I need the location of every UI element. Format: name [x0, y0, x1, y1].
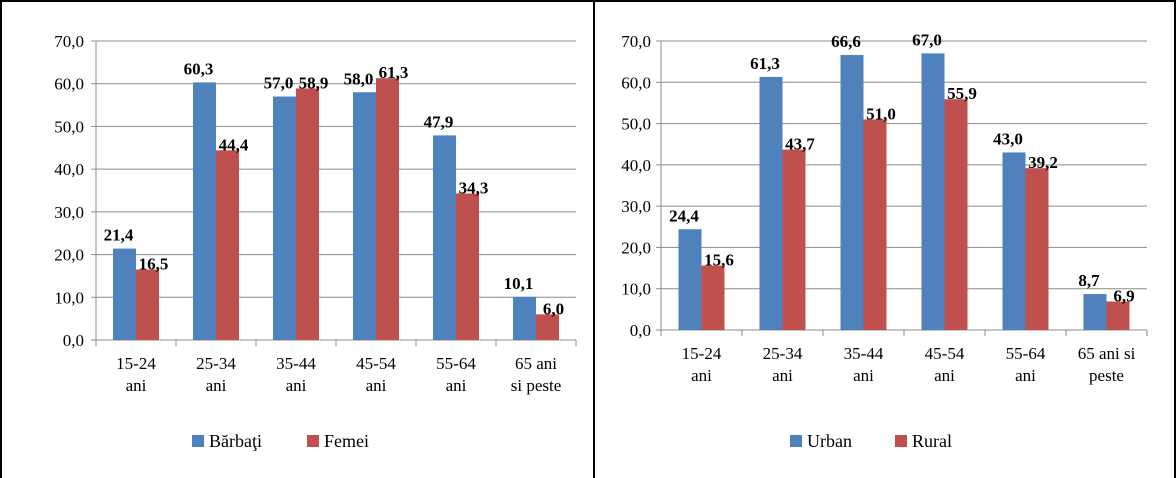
data-label: 8,7: [1078, 271, 1100, 290]
frame-right-border: [1174, 0, 1176, 478]
bar-rural: [1025, 168, 1049, 330]
bar-rural: [944, 99, 968, 330]
bar-brbai: [433, 135, 456, 340]
y-tick-label: 0,0: [630, 321, 651, 340]
bar-urban: [921, 53, 945, 331]
panel-divider: [593, 0, 595, 478]
x-category-label: 25-34 ani: [196, 354, 236, 395]
data-label: 55,9: [947, 84, 977, 103]
y-tick-label: 20,0: [54, 246, 84, 265]
data-label: 39,2: [1028, 153, 1058, 172]
x-category-label: 35-44 ani: [844, 344, 884, 385]
legend-swatch: [790, 435, 802, 447]
y-tick-label: 60,0: [54, 75, 84, 94]
chart-men-women: 0,0 10,0 20,0 30,0 40,0 50,0 60,0 70,0 15-24 ani 2…: [54, 32, 577, 451]
bar-brbai: [273, 96, 296, 341]
bar-urban: [1002, 152, 1026, 330]
y-tick-label: 30,0: [621, 197, 651, 216]
data-label: 34,3: [459, 178, 489, 197]
x-category-label: 25-34 ani: [763, 344, 803, 385]
data-label: 67,0: [912, 30, 942, 49]
data-label: 66,6: [831, 32, 861, 51]
data-label: 43,0: [993, 129, 1023, 148]
bar-femei: [216, 150, 239, 340]
data-label: 60,3: [184, 59, 214, 78]
y-tick-label: 10,0: [621, 280, 651, 299]
bar-rural: [1106, 301, 1130, 330]
y-tick-label: 40,0: [54, 160, 84, 179]
legend-swatch: [895, 435, 907, 447]
data-label: 43,7: [785, 135, 815, 154]
x-category-label: 55-64 ani: [1006, 344, 1046, 385]
y-tick-label: 10,0: [54, 288, 84, 307]
bar-urban: [1083, 294, 1107, 330]
data-label: 6,0: [543, 299, 564, 318]
x-category-label: 65 ani si peste: [1078, 344, 1136, 385]
frame-top-border: [0, 0, 1176, 2]
bar-urban: [678, 229, 702, 330]
data-label: 58,0: [344, 69, 374, 88]
bar-brbai: [353, 92, 376, 340]
bar-femei: [536, 314, 559, 340]
data-label: 16,5: [139, 255, 169, 274]
data-label: 47,9: [424, 112, 454, 131]
y-tick-label: 50,0: [54, 117, 84, 136]
y-tick-label: 20,0: [621, 238, 651, 257]
legend-swatch: [192, 435, 204, 447]
data-label: 6,9: [1113, 287, 1134, 306]
legend-label: Rural: [912, 431, 952, 451]
y-tick-label: 0,0: [63, 331, 84, 350]
y-tick-label: 60,0: [621, 73, 651, 92]
bar-rural: [782, 149, 806, 330]
data-label: 61,3: [379, 63, 409, 82]
data-label: 51,0: [866, 104, 896, 123]
y-tick-label: 40,0: [621, 156, 651, 175]
bar-brbai: [193, 82, 216, 340]
y-tick-label: 70,0: [54, 32, 84, 51]
data-label: 57,0: [264, 74, 294, 93]
bar-urban: [759, 76, 783, 330]
chart-urban-rural: 0,0 10,0 20,0 30,0 40,0 50,0 60,0 70,0 15-24 ani 2…: [621, 30, 1148, 451]
bar-femei: [296, 88, 319, 340]
x-category-label: 65 ani si peste: [511, 354, 562, 395]
x-category-label: 35-44 ani: [276, 354, 316, 395]
bar-urban: [840, 55, 864, 331]
legend-label: Femei: [324, 431, 369, 451]
data-label: 15,6: [704, 251, 734, 270]
y-tick-label: 50,0: [621, 115, 651, 134]
x-category-label: 15-24 ani: [116, 354, 156, 395]
data-label: 10,1: [504, 274, 534, 293]
y-tick-label: 30,0: [54, 203, 84, 222]
data-label: 21,4: [104, 226, 134, 245]
data-label: 61,3: [750, 54, 780, 73]
bar-femei: [456, 193, 479, 340]
x-category-label: 55-64 ani: [436, 354, 476, 395]
data-label: 44,4: [219, 135, 249, 154]
data-label: 24,4: [669, 206, 699, 225]
x-category-label: 45-54 ani: [356, 354, 396, 395]
legend-label: Urban: [807, 431, 852, 451]
bar-brbai: [113, 248, 136, 340]
x-category-label: 15-24 ani: [682, 344, 722, 385]
frame-left-border: [0, 0, 2, 478]
legend-label: Bărbaţi: [209, 431, 262, 451]
legend-swatch: [307, 435, 319, 447]
data-label: 58,9: [299, 73, 329, 92]
bar-femei: [376, 78, 399, 340]
bar-femei: [136, 269, 159, 340]
x-category-label: 45-54 ani: [925, 344, 965, 385]
y-tick-label: 70,0: [621, 32, 651, 51]
bar-brbai: [513, 296, 536, 340]
bar-rural: [701, 265, 725, 330]
bar-rural: [863, 119, 887, 330]
